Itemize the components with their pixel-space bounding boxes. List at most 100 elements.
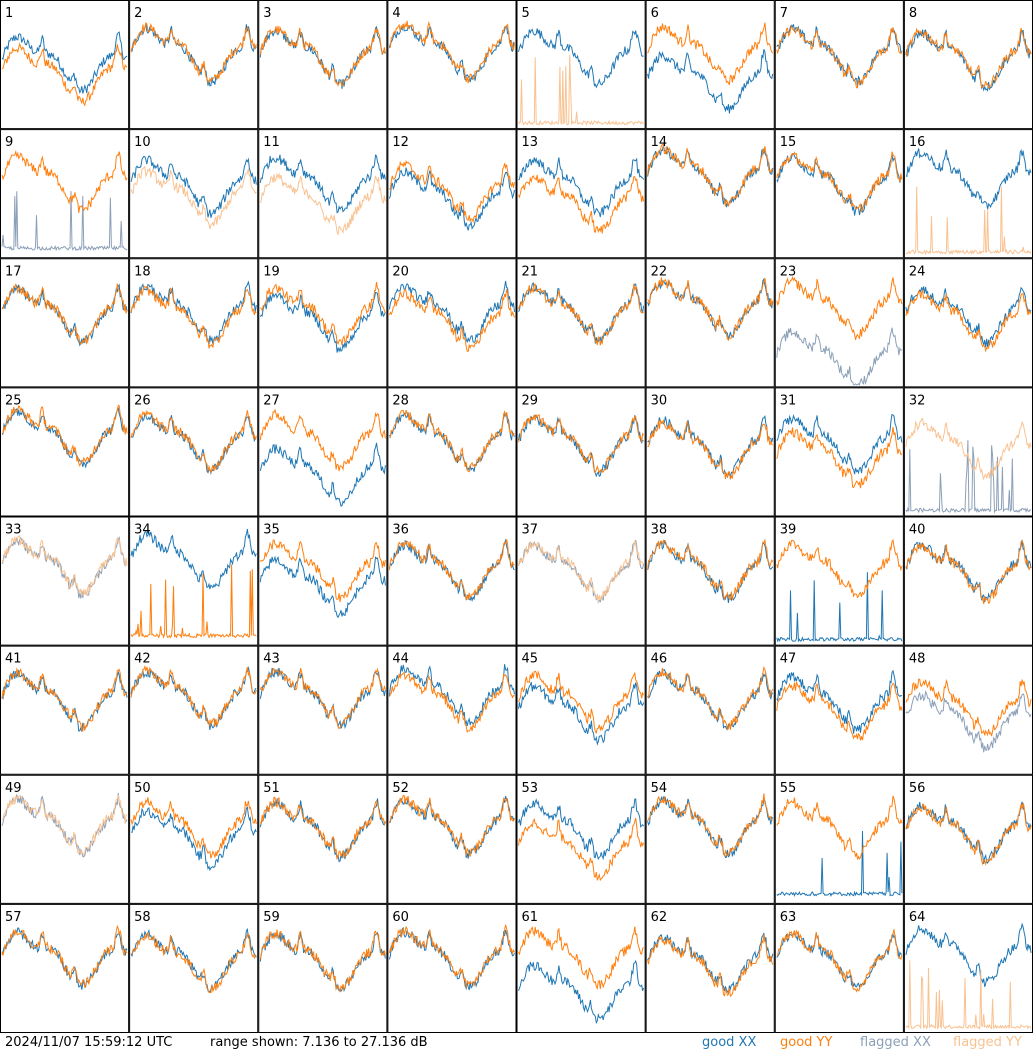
panel-53: 53 [516, 774, 646, 904]
series-yy-63 [776, 929, 903, 993]
panel-57: 57 [0, 903, 130, 1033]
panel-1: 1 [0, 0, 130, 130]
panel-frame [645, 516, 775, 646]
panel-23: 23 [774, 258, 904, 388]
panel-label: 50 [134, 781, 151, 796]
series-yy-13 [518, 174, 645, 234]
series-yy-56 [905, 802, 1032, 866]
panel-10: 10 [129, 129, 259, 259]
panel-label: 53 [522, 781, 539, 796]
series-yy-46 [647, 665, 774, 731]
panel-label: 20 [392, 264, 409, 279]
panel-label: 60 [392, 910, 409, 925]
panel-33: 33 [0, 516, 130, 646]
panel-frame [0, 516, 130, 646]
series-yy-44 [388, 671, 515, 733]
panel-frame [129, 645, 259, 775]
legend-flagged-xx: flagged XX [860, 1035, 931, 1050]
panel-54: 54 [645, 774, 775, 904]
series-xx-16 [905, 148, 1032, 210]
panel-label: 32 [909, 393, 926, 408]
panel-label: 31 [780, 393, 797, 408]
panel-56: 56 [903, 774, 1033, 904]
panel-frame [258, 387, 388, 517]
series-yy-34 [130, 564, 257, 639]
series-yy-49 [1, 794, 128, 857]
series-xx-10 [130, 155, 257, 218]
series-xx-63 [776, 932, 903, 989]
series-yy-45 [518, 670, 645, 735]
series-xx-42 [130, 665, 257, 730]
panel-46: 46 [645, 645, 775, 775]
series-yy-26 [130, 409, 257, 475]
panel-label: 57 [5, 910, 22, 925]
series-xx-34 [130, 528, 257, 590]
series-yy-3 [259, 25, 386, 88]
series-yy-33 [1, 535, 128, 597]
series-yy-29 [518, 413, 645, 474]
panel-frame [0, 774, 130, 904]
series-xx-40 [905, 539, 1032, 603]
panel-frame [516, 0, 646, 130]
panel-20: 20 [387, 258, 517, 388]
panel-label: 51 [263, 781, 280, 796]
series-yy-21 [518, 283, 644, 346]
series-xx-45 [518, 682, 645, 746]
panel-28: 28 [387, 387, 517, 517]
panel-label: 12 [392, 135, 409, 150]
series-xx-49 [1, 793, 128, 858]
series-xx-5 [518, 28, 644, 89]
series-yy-10 [130, 165, 257, 230]
legend-good-xx: good XX [702, 1035, 757, 1050]
panel-label: 46 [651, 652, 668, 667]
panel-frame [645, 387, 775, 517]
panel-label: 37 [522, 523, 539, 538]
series-yy-18 [130, 285, 257, 349]
panel-frame [516, 645, 646, 775]
series-xx-59 [259, 931, 386, 993]
range-label: range shown: 7.136 to 27.136 dB [210, 1035, 428, 1050]
panel-label: 26 [134, 393, 151, 408]
series-yy-9 [1, 149, 128, 213]
panel-label: 21 [522, 264, 539, 279]
series-xx-44 [388, 664, 515, 727]
panel-label: 5 [522, 6, 530, 21]
series-yy-52 [388, 794, 515, 857]
panel-frame [903, 0, 1033, 130]
series-yy-5 [518, 54, 644, 127]
series-xx-47 [776, 669, 902, 734]
series-yy-30 [647, 419, 773, 480]
series-yy-7 [776, 24, 903, 89]
panel-48: 48 [903, 645, 1033, 775]
panel-26: 26 [129, 387, 259, 517]
panel-17: 17 [0, 258, 130, 388]
panel-frame [903, 645, 1033, 775]
series-yy-1 [1, 42, 128, 107]
series-xx-9 [1, 191, 128, 252]
panel-label: 42 [134, 652, 151, 667]
panel-16: 16 [903, 129, 1033, 259]
series-xx-32 [905, 440, 1032, 514]
panel-frame [903, 129, 1033, 259]
panel-4: 4 [387, 0, 517, 130]
panel-49: 49 [0, 774, 130, 904]
series-yy-15 [776, 151, 903, 213]
panel-label: 47 [780, 652, 797, 667]
panel-18: 18 [129, 258, 259, 388]
panel-label: 16 [909, 135, 926, 150]
panel-label: 56 [909, 781, 926, 796]
panel-frame [645, 903, 775, 1033]
series-xx-21 [518, 282, 645, 344]
panel-63: 63 [774, 903, 904, 1033]
panel-label: 63 [780, 910, 797, 925]
series-xx-39 [776, 572, 903, 643]
series-yy-25 [1, 404, 128, 467]
panel-30: 30 [645, 387, 775, 517]
series-yy-4 [389, 20, 515, 84]
series-yy-64 [905, 960, 1032, 1030]
panel-label: 22 [651, 264, 668, 279]
series-xx-6 [647, 49, 774, 114]
panel-55: 55 [774, 774, 904, 904]
panel-32: 32 [903, 387, 1033, 517]
panel-label: 52 [392, 781, 409, 796]
